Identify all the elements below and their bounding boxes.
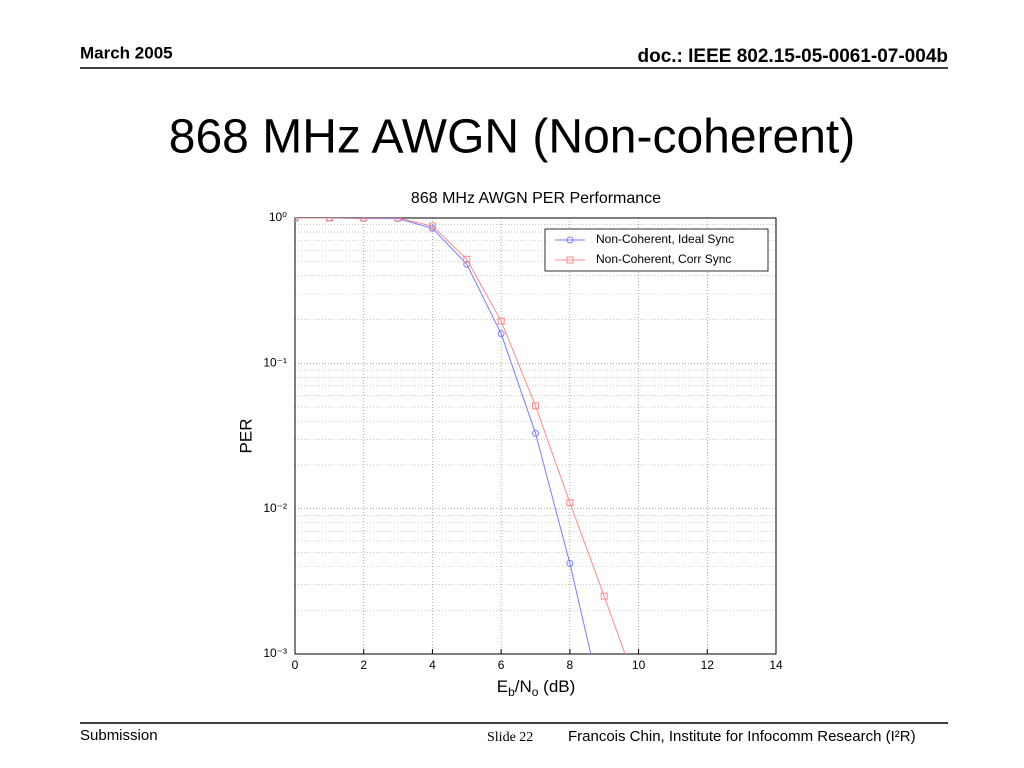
x-axis-label-part: E — [497, 677, 508, 696]
y-tick-label: 10⁻³ — [263, 646, 287, 660]
legend-box — [544, 228, 769, 272]
legend-label: Non-Coherent, Ideal Sync — [596, 232, 734, 246]
marker — [532, 402, 539, 410]
marker — [325, 218, 333, 222]
marker — [360, 218, 368, 222]
x-tick-label: 8 — [567, 658, 574, 672]
x-tick-label: 4 — [429, 658, 436, 672]
marker — [566, 499, 574, 507]
slide-title: 868 MHz AWGN (Non-coherent) — [169, 111, 855, 164]
y-axis-label: PER — [236, 419, 255, 454]
plot-frame — [294, 217, 777, 655]
marker — [566, 559, 574, 567]
x-tick-label: 6 — [498, 658, 505, 672]
x-axis-label-part: b — [508, 685, 515, 699]
chart-title: 868 MHz AWGN PER Performance — [411, 190, 661, 207]
marker — [601, 709, 607, 715]
x-axis-label-part: /N — [515, 677, 532, 696]
y-tick-label: 10⁻² — [263, 501, 287, 515]
marker — [497, 317, 505, 325]
marker — [636, 689, 642, 695]
series-line — [295, 218, 592, 654]
marker — [566, 236, 574, 244]
footer-left: Submission — [80, 727, 158, 744]
plot-area — [295, 218, 642, 715]
header-date: March 2005 — [80, 43, 173, 62]
marker — [600, 592, 608, 600]
marker — [463, 255, 471, 263]
footer-slide: Slide 22 — [487, 730, 533, 745]
x-axis-label-part: (dB) — [538, 677, 575, 696]
x-axis-label: Eb/No (dB) — [497, 677, 576, 699]
marker — [532, 429, 539, 437]
footer-author: Francois Chin, Institute for Infocomm Re… — [568, 728, 916, 745]
marker — [497, 330, 505, 338]
x-tick-label: 2 — [360, 658, 367, 672]
marker — [428, 222, 436, 230]
x-axis-label-part: o — [532, 685, 539, 699]
x-tick-label: 10 — [632, 658, 646, 672]
y-tick-label: 10⁰ — [269, 210, 287, 224]
x-tick-label: 0 — [292, 658, 299, 672]
legend-label: Non-Coherent, Corr Sync — [596, 252, 731, 266]
marker — [566, 256, 574, 264]
y-tick-label: 10⁻¹ — [263, 356, 287, 370]
x-tick-label: 14 — [769, 658, 783, 672]
marker — [394, 218, 402, 222]
header-doc: doc.: IEEE 802.15-05-0061-07-004b — [637, 46, 948, 67]
x-tick-label: 12 — [701, 658, 715, 672]
series-line — [295, 218, 626, 654]
